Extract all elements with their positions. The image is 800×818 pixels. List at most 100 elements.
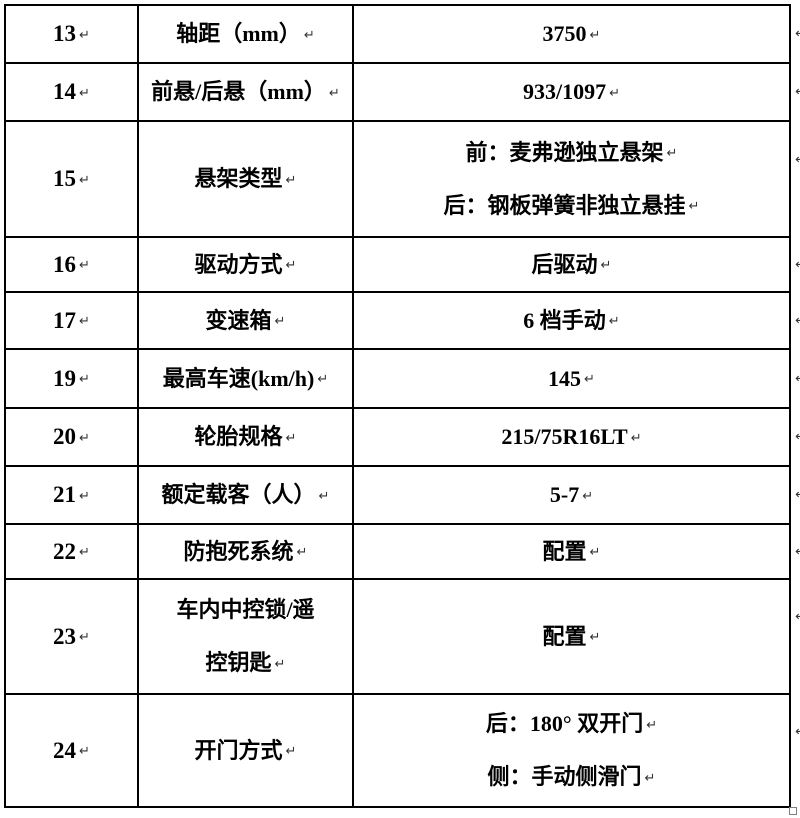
carriage-return-icon: ↵ [589, 545, 601, 560]
cell-text: 最高车速(km/h) [162, 365, 315, 391]
cell-line: 23 ↵ [53, 624, 90, 650]
table-row: 15↵悬架类型↵前：麦弗逊独立悬架↵后：钢板弹簧非独立悬挂↵↵ [6, 122, 800, 238]
cell-line: 变速箱 ↵ [206, 308, 286, 334]
row-number-cell: 17 ↵ [6, 293, 139, 348]
cell-line: 车内中控锁/遥 [176, 597, 314, 623]
carriage-return-icon: ↵ [589, 630, 601, 645]
carriage-return-icon: ↵ [274, 656, 286, 672]
cell-text: 车内中控锁/遥 [176, 597, 315, 622]
cell-line: 后驱动 ↵ [532, 252, 612, 278]
cell-text: 16 [53, 251, 77, 277]
cell-text: 额定载客（人） [161, 482, 316, 507]
spec-label-cell: 车内中控锁/遥 控钥匙 ↵ [139, 580, 354, 693]
spec-label-cell: 防抱死系统 ↵ [139, 525, 354, 578]
carriage-return-icon: ↵ [79, 630, 90, 645]
cell-line: 22 ↵ [53, 539, 90, 565]
spec-label-cell: 前悬/后悬（mm） ↵ [139, 64, 354, 120]
cell-line: 6 档手动 ↵ [523, 308, 619, 334]
carriage-return-icon: ↵ [79, 27, 90, 43]
row-number-cell: 20 ↵ [6, 409, 139, 465]
table-row: 17↵ 变速箱↵ 6 档手动↵↵ [6, 293, 800, 350]
spec-label-cell: 轴距（mm） ↵ [139, 6, 354, 62]
table-row: 20↵轮胎规格↵215/75R16LT↵↵ [6, 409, 800, 467]
spec-value-cell: 配置 ↵ [354, 525, 789, 578]
cell-text: 轴距（mm） [176, 21, 301, 46]
carriage-return-icon: ↵ [285, 258, 297, 273]
carriage-return-icon: ↵ [285, 744, 297, 759]
cell-text: 5-7 [549, 482, 580, 507]
cell-text: 21 [53, 482, 77, 507]
cell-text: 20 [53, 424, 77, 449]
spec-value-cell: 6 档手动 ↵ [354, 293, 789, 348]
spec-label-cell: 轮胎规格 ↵ [139, 409, 354, 465]
cell-text: 145 [548, 365, 582, 391]
cell-text: 24 [53, 737, 77, 763]
carriage-return-icon: ↵ [79, 545, 90, 560]
row-number-cell: 15 ↵ [6, 122, 139, 236]
cell-line: 19 ↵ [53, 366, 90, 392]
cell-line: 开门方式 ↵ [195, 738, 297, 764]
cell-text: 后：钢板弹簧非独立悬挂 [443, 192, 686, 218]
carriage-return-icon: ↵ [79, 258, 90, 273]
cell-text: 轮胎规格 [194, 424, 283, 449]
carriage-return-icon: ↵ [79, 85, 90, 101]
table-resize-handle-icon[interactable] [789, 807, 797, 815]
cell-text: 17 [53, 307, 77, 333]
carriage-return-icon: ↵ [584, 372, 595, 387]
row-number-cell: 16 ↵ [6, 238, 139, 291]
carriage-return-icon: ↵ [79, 488, 90, 504]
carriage-return-icon: ↵ [608, 314, 620, 329]
cell-line: 最高车速(km/h) ↵ [163, 366, 328, 392]
cell-line: 轴距（mm） ↵ [176, 21, 315, 47]
row-number-cell: 22 ↵ [6, 525, 139, 578]
cell-text: 驱动方式 [194, 251, 283, 277]
cell-text: 后驱动 [531, 251, 598, 277]
end-of-row-mark-icon: ↵ [795, 488, 800, 503]
cell-text: 悬架类型 [194, 166, 283, 191]
carriage-return-icon: ↵ [589, 27, 601, 43]
spec-label-cell: 开门方式 ↵ [139, 695, 354, 806]
cell-line: 14 ↵ [53, 79, 90, 105]
cell-line: 13 ↵ [53, 21, 90, 47]
carriage-return-icon: ↵ [285, 430, 297, 446]
table-row: 19↵最高车速(km/h)↵145↵↵ [6, 350, 800, 409]
cell-text: 22 [53, 538, 77, 564]
cell-text: 14 [53, 79, 77, 104]
cell-text: 防抱死系统 [183, 538, 294, 564]
carriage-return-icon: ↵ [79, 172, 90, 188]
carriage-return-icon: ↵ [79, 372, 90, 387]
carriage-return-icon: ↵ [328, 85, 340, 101]
vehicle-spec-table: 13↵轴距（mm）↵3750↵↵14↵前悬/后悬（mm）↵933/1097↵↵1… [4, 4, 800, 808]
row-number-cell: 13 ↵ [6, 6, 139, 62]
spec-value-cell: 215/75R16LT ↵ [354, 409, 789, 465]
cell-text: 19 [53, 365, 77, 391]
spec-value-cell: 145 ↵ [354, 350, 789, 407]
row-number-cell: 24 ↵ [6, 695, 139, 806]
cell-line: 3750 ↵ [543, 21, 601, 47]
spec-value-cell: 后：180° 双开门 ↵ 侧：手动侧滑门 ↵ [354, 695, 789, 806]
cell-line: 24 ↵ [53, 738, 90, 764]
cell-text: 变速箱 [205, 307, 272, 333]
carriage-return-icon: ↵ [582, 488, 594, 504]
table-row: 14↵前悬/后悬（mm）↵933/1097↵↵ [6, 64, 800, 122]
carriage-return-icon: ↵ [630, 430, 642, 446]
spec-label-cell: 悬架类型 ↵ [139, 122, 354, 236]
cell-line: 933/1097 ↵ [523, 79, 620, 105]
row-number-cell: 23 ↵ [6, 580, 139, 693]
spec-value-cell: 后驱动 ↵ [354, 238, 789, 291]
cell-text: 23 [53, 623, 77, 649]
spec-value-cell: 933/1097 ↵ [354, 64, 789, 120]
cell-line: 驱动方式 ↵ [195, 252, 297, 278]
cell-text: 13 [53, 21, 77, 46]
table-row: 22↵防抱死系统↵配置↵↵ [6, 525, 800, 580]
cell-line: 215/75R16LT ↵ [501, 424, 641, 450]
carriage-return-icon: ↵ [79, 430, 90, 446]
cell-line: 20 ↵ [53, 424, 90, 450]
spec-label-cell: 最高车速(km/h) ↵ [139, 350, 354, 407]
cell-line: 配置 ↵ [543, 539, 601, 565]
cell-text: 配置 [542, 538, 587, 564]
spec-value-cell: 5-7 ↵ [354, 467, 789, 523]
cell-line: 前：麦弗逊独立悬架 ↵ [466, 140, 678, 166]
cell-line: 145 ↵ [548, 366, 595, 392]
